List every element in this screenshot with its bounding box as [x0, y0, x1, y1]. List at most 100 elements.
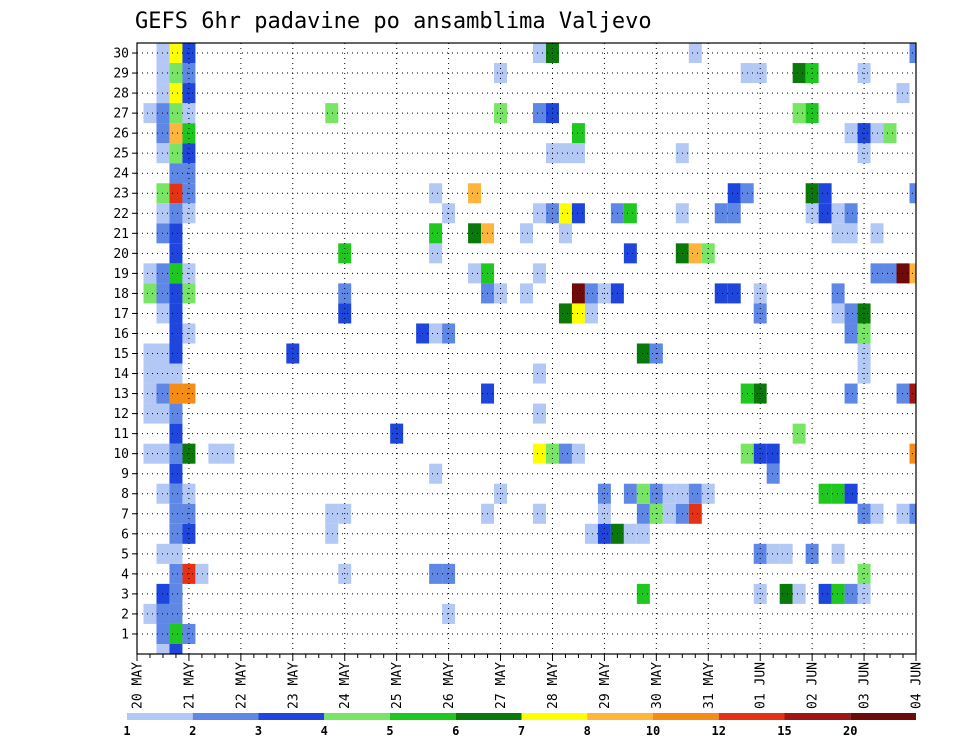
precip-cell [844, 223, 858, 244]
precip-cell [766, 543, 780, 564]
precip-cell [169, 443, 183, 464]
precip-cell [727, 203, 741, 224]
y-tick-label: 4 [121, 567, 129, 582]
precip-cell [831, 583, 845, 604]
precip-cell [169, 43, 183, 64]
precip-cell [636, 583, 650, 604]
x-tick-label: 23 MAY [286, 662, 301, 709]
colorbar-swatch [653, 713, 719, 720]
colorbar-swatch [718, 713, 785, 720]
precip-cell [532, 43, 546, 64]
precip-cell [532, 203, 546, 224]
precip-cell [169, 323, 183, 344]
precip-cell [623, 523, 637, 544]
y-tick-label: 3 [121, 587, 129, 602]
precip-cell [818, 203, 832, 224]
precip-cell [831, 303, 845, 324]
precip-cell [831, 543, 845, 564]
precip-cell [169, 203, 183, 224]
x-tick-label: 20 MAY [131, 662, 146, 709]
colorbar-swatch [455, 713, 522, 720]
precip-cell [896, 383, 910, 404]
x-tick-label: 21 MAY [182, 662, 197, 709]
y-tick-label: 14 [113, 367, 129, 382]
precip-cell [520, 223, 533, 244]
precip-cell [169, 363, 183, 384]
y-tick-label: 9 [121, 467, 129, 482]
precip-cell [169, 123, 183, 144]
precip-cell [169, 643, 183, 654]
colorbar-swatch [521, 713, 588, 720]
precip-cell [831, 283, 845, 304]
y-tick-label: 16 [113, 327, 129, 342]
precip-cell [623, 203, 637, 224]
precip-cell [831, 483, 845, 504]
precip-cell [169, 603, 183, 624]
colorbar-label: 15 [777, 724, 791, 738]
y-tick-label: 15 [113, 347, 129, 362]
x-tick-label: 02 JUN [806, 662, 821, 709]
precip-cell [831, 223, 845, 244]
x-tick-label: 24 MAY [338, 662, 353, 709]
y-tick-label: 12 [113, 407, 129, 422]
colorbar-label: 4 [321, 724, 328, 738]
colorbar-label: 2 [189, 724, 196, 738]
colorbar-label: 1 [123, 724, 130, 738]
precip-cell [468, 183, 482, 204]
precip-cell [818, 183, 832, 204]
plot-border [136, 42, 917, 655]
y-tick-label: 11 [113, 427, 129, 442]
precip-cell [532, 263, 546, 284]
precip-cell [429, 563, 443, 584]
y-tick-label: 26 [113, 127, 129, 142]
y-tick-label: 2 [121, 607, 129, 622]
precip-cell [169, 583, 183, 604]
precip-cell [571, 203, 585, 224]
precip-cell [623, 483, 637, 504]
precip-cell [429, 243, 443, 264]
colorbar-label: 10 [646, 724, 660, 738]
precip-cell [571, 123, 585, 144]
x-tick-label: 27 MAY [494, 662, 509, 709]
precip-cell [169, 543, 183, 564]
x-tick-label: 28 MAY [546, 662, 561, 709]
x-tick-label: 04 JUN [910, 662, 925, 709]
precip-cell [429, 183, 443, 204]
precip-cell [792, 63, 806, 84]
precip-cell [558, 223, 572, 244]
precip-cell [169, 223, 183, 244]
precip-cell [532, 443, 546, 464]
colorbar-swatch [784, 713, 851, 720]
precip-cell [169, 623, 183, 644]
precip-cell [325, 523, 339, 544]
precip-cell [584, 283, 598, 304]
colorbar-swatch [587, 713, 653, 720]
x-tick-label: 29 MAY [598, 662, 613, 709]
precip-cell [792, 583, 806, 604]
precip-cell [208, 443, 222, 464]
y-tick-label: 28 [113, 87, 129, 102]
precip-cell [169, 503, 183, 524]
precip-cell [143, 383, 157, 404]
precip-cell [844, 383, 858, 404]
precip-cell [571, 143, 585, 164]
colorbar-swatch [192, 713, 259, 720]
precip-cell [169, 343, 183, 364]
cells-layer [143, 43, 916, 654]
precip-cell [468, 263, 482, 284]
precip-cell [714, 203, 728, 224]
y-tick-label: 25 [113, 147, 129, 162]
x-tick-label: 30 MAY [650, 662, 665, 709]
precip-cell [688, 243, 702, 264]
precip-cell [779, 543, 793, 564]
y-tick-label: 27 [113, 107, 129, 122]
precip-cell [896, 263, 910, 284]
plot-frame [136, 42, 917, 655]
y-tick-label: 6 [121, 527, 129, 542]
precip-cell [844, 203, 858, 224]
precip-cell [532, 363, 546, 384]
y-tick-label: 21 [113, 227, 129, 242]
precip-cell [714, 283, 728, 304]
y-tick-label: 5 [121, 547, 129, 562]
